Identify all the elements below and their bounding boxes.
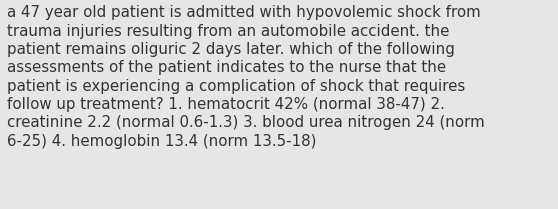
Text: a 47 year old patient is admitted with hypovolemic shock from
trauma injuries re: a 47 year old patient is admitted with h… bbox=[7, 5, 484, 149]
